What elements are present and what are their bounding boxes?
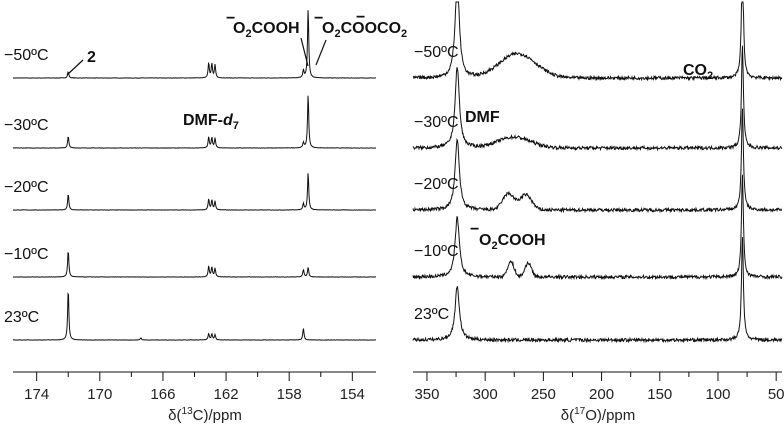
x-tick-label: 166 — [150, 386, 175, 403]
x-tick-label: 150 — [647, 386, 672, 403]
temperature-label: −30ºC — [4, 117, 49, 134]
spectrum-trace — [412, 174, 783, 281]
anion2-bar-label: − — [314, 10, 323, 27]
spectrum-trace — [412, 237, 783, 344]
x-tick-label: 200 — [589, 386, 614, 403]
temperature-label: −50ºC — [4, 47, 49, 64]
o17-temperature-labels: −50ºC −30ºC −20ºC −10ºC 23ºC — [414, 44, 459, 323]
x-tick-label: 174 — [24, 386, 49, 403]
c13-x-ticks: 174 170 166 162 158 154 — [24, 372, 365, 403]
compound-2-pointer — [66, 59, 84, 76]
spectrum-trace — [13, 252, 377, 278]
x-tick-label: 50 — [768, 386, 784, 403]
temperature-label: −20ºC — [4, 179, 49, 196]
x-tick-label: 154 — [340, 386, 365, 403]
o2cooh-pointer — [300, 37, 309, 67]
spectrum-trace — [13, 95, 377, 149]
x-tick-label: 350 — [414, 386, 439, 403]
c13-x-axis-title: δ(13C)/ppm — [168, 406, 242, 424]
o2cooh-label-right: O2COOH — [479, 232, 546, 252]
spectrum-trace — [412, 108, 783, 214]
x-tick-label: 250 — [531, 386, 556, 403]
temperature-label: 23ºC — [4, 309, 39, 326]
temperature-label: −30ºC — [414, 114, 459, 131]
spectrum-trace — [412, 45, 783, 152]
co2-label: CO2 — [683, 62, 713, 82]
c13-temperature-labels: −50ºC −30ºC −20ºC −10ºC 23ºC — [4, 47, 49, 326]
spectrum-trace — [12, 10, 376, 79]
anion2-trailing-bar: − — [356, 9, 365, 26]
o17-traces — [412, 1, 783, 344]
x-tick-label: 300 — [473, 386, 498, 403]
o2cooco2-label: O2COOCO2 — [322, 20, 407, 40]
temperature-label: −10ºC — [414, 243, 459, 260]
o17-panel: 350 300 250 200 150 100 50 −50ºC −30ºC −20ºC −10º… — [412, 1, 784, 424]
o2cooh-label: O2COOH — [233, 20, 300, 40]
o2cooco2-pointer — [315, 39, 327, 66]
c13-panel: 174 170 166 162 158 154 −50ºC −30ºC −20ºC −10ºC 2… — [4, 9, 407, 424]
temperature-label: −20ºC — [414, 176, 459, 193]
spectrum-trace — [412, 1, 783, 82]
x-tick-label: 100 — [705, 386, 730, 403]
x-tick-label: 162 — [214, 386, 239, 403]
x-tick-label: 170 — [87, 386, 112, 403]
compound-2-label: 2 — [87, 49, 96, 66]
c13-traces — [12, 10, 377, 341]
spectrum-trace — [12, 173, 377, 211]
anion-bar-label: − — [226, 10, 235, 27]
temperature-label: 23ºC — [414, 306, 449, 323]
temperature-label: −10ºC — [4, 246, 49, 263]
o17-x-axis-title: δ(17O)/ppm — [561, 406, 636, 424]
temperature-label: −50ºC — [414, 44, 459, 61]
dmf-d7-label: DMF-d7 — [183, 112, 239, 132]
o17-x-ticks: 350 300 250 200 150 100 50 — [414, 372, 784, 403]
spectrum-trace — [13, 292, 377, 341]
x-tick-label: 158 — [277, 386, 302, 403]
dmf-label: DMF — [465, 109, 500, 126]
anion-bar-label-right: − — [470, 221, 479, 238]
